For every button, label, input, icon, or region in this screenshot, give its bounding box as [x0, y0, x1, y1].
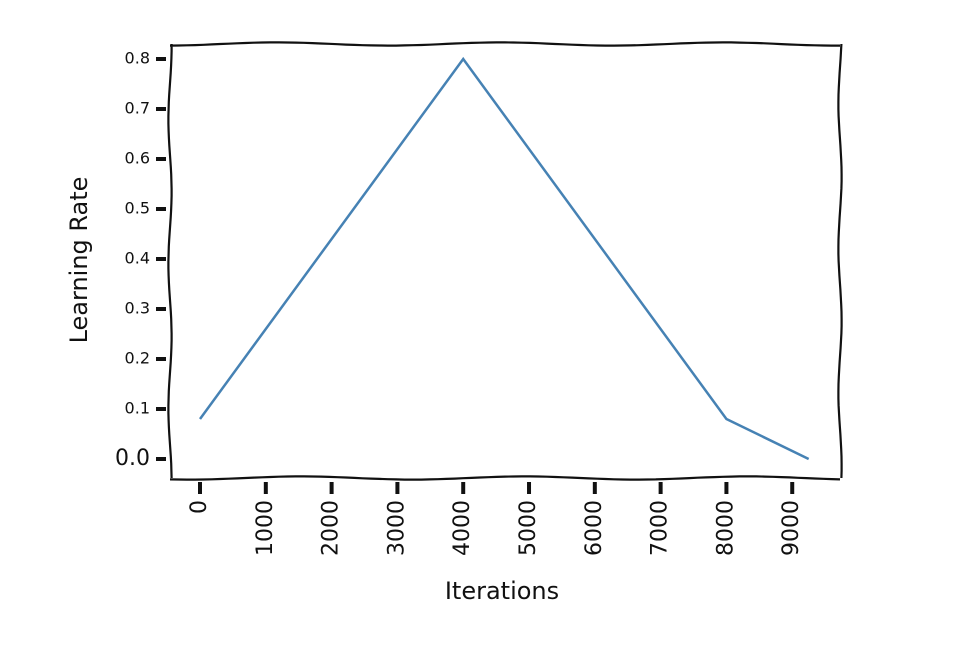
x-tick-label: 4000 — [450, 500, 475, 556]
y-axis-label: Learning Rate — [65, 177, 93, 344]
x-tick-label: 5000 — [516, 500, 541, 556]
y-tick-label: 0.5 — [125, 199, 150, 218]
y-tick-label: 0.2 — [125, 349, 150, 368]
y-tick-label: 0.0 — [115, 446, 150, 471]
x-tick-label: 2000 — [319, 500, 344, 556]
y-tick-label: 0.7 — [125, 99, 150, 118]
x-tick-label: 7000 — [648, 500, 673, 556]
y-tick-label: 0.6 — [125, 149, 150, 168]
y-tick-label: 0.3 — [125, 299, 150, 318]
axes-frame — [167, 41, 843, 481]
x-tick-label: 3000 — [384, 500, 409, 556]
y-tick-label: 0.8 — [125, 49, 150, 68]
y-tick-label: 0.4 — [125, 249, 150, 268]
x-tick-label: 6000 — [582, 500, 607, 556]
x-tick-label: 0 — [187, 500, 212, 514]
x-tick-label: 9000 — [779, 500, 804, 556]
line — [198, 56, 810, 461]
x-tick-label: 1000 — [253, 500, 278, 556]
y-tick-label: 0.1 — [125, 399, 150, 418]
x-tick-label: 8000 — [713, 500, 738, 556]
x-axis-label: Iterations — [445, 577, 559, 605]
